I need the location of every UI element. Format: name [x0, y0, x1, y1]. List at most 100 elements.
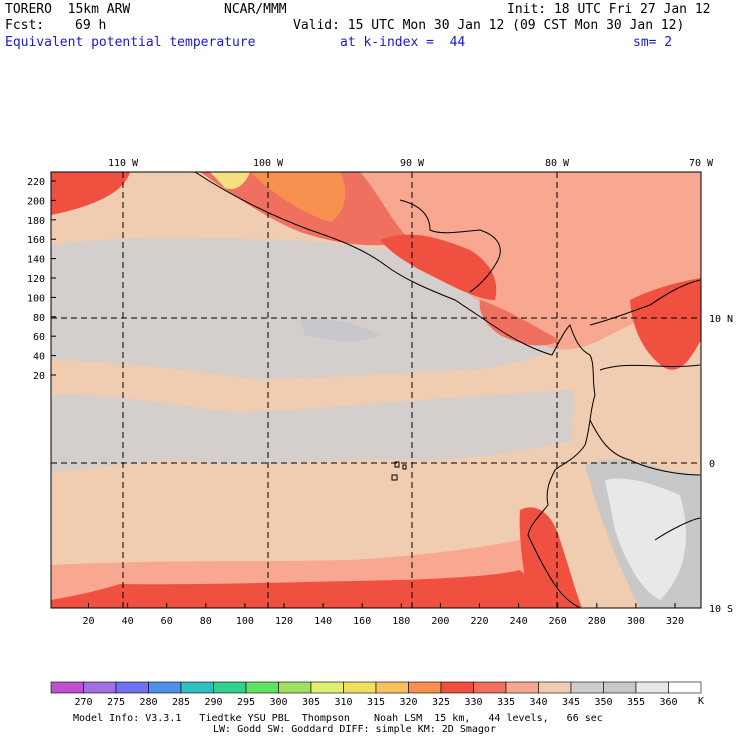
x-tick-label: 80 — [200, 616, 212, 627]
colorbar-swatch — [50, 681, 84, 694]
x-tick-label: 280 — [588, 616, 606, 627]
coastlines — [194, 172, 701, 608]
y-tick-label: 120 — [27, 274, 45, 285]
colorbar-swatch — [343, 681, 377, 694]
colorbar-label: 290 — [204, 697, 222, 708]
colorbar-unit: K — [698, 696, 704, 707]
x-tick-label: 220 — [470, 616, 488, 627]
colorbar-label: 275 — [107, 697, 125, 708]
colorbar-swatch — [473, 681, 507, 694]
x-tick-label: 300 — [627, 616, 645, 627]
colorbar-swatch — [668, 681, 702, 694]
colorbar-swatch — [180, 681, 214, 694]
field-patch-350 — [300, 318, 380, 342]
y-tick-label: 80 — [33, 313, 45, 324]
field-region-335-north — [51, 172, 701, 350]
forecast-hours: 69 h — [75, 18, 107, 33]
init-time: Init: 18 UTC Fri 27 Jan 12 — [507, 2, 711, 17]
model-title: TORERO 15km ARW — [5, 2, 131, 17]
colorbar-label: 355 — [627, 697, 645, 708]
field-region-355-andes — [605, 478, 686, 600]
colorbar-label: 310 — [334, 697, 352, 708]
field-name: Equivalent potential temperature — [5, 35, 256, 50]
organization: NCAR/MMM — [224, 2, 287, 17]
longitude-labels: 110 W 100 W 90 W 80 W 70 W — [108, 158, 714, 169]
colorbar-label: 300 — [269, 697, 287, 708]
temperature-field — [51, 172, 701, 608]
colorbar-swatch — [440, 681, 474, 694]
x-tick-label: 60 — [161, 616, 173, 627]
field-region-330-south — [51, 570, 560, 608]
x-tick-label: 240 — [510, 616, 528, 627]
y-tick-labels: 220 200 180 160 140 120 100 80 60 40 20 — [27, 177, 45, 382]
pacific-coastline — [194, 172, 596, 608]
field-region-330-northwest — [51, 172, 130, 215]
lat-label-0: 0 — [709, 459, 715, 470]
field-band-345-south — [51, 390, 575, 472]
colorbar-label: 295 — [237, 697, 255, 708]
x-tick-labels: 20 40 60 80 100 120 140 160 180 200 220 240 260 280 30… — [82, 616, 684, 627]
lon-label-110w: 110 W — [108, 158, 139, 169]
x-tick-label: 140 — [314, 616, 332, 627]
colorbar-label: 285 — [172, 697, 190, 708]
lon-label-80w: 80 W — [545, 158, 570, 169]
footer-physics-info: LW: Godd SW: Goddard DIFF: simple KM: 2D… — [213, 724, 496, 735]
lon-label-90w: 90 W — [400, 158, 425, 169]
colorbar-swatch — [635, 681, 669, 694]
smoothing: sm= 2 — [633, 35, 673, 50]
colorbar — [50, 681, 702, 694]
y-tick-label: 220 — [27, 177, 45, 188]
field-region-330-panama — [479, 300, 560, 346]
x-tick-label: 20 — [82, 616, 94, 627]
colorbar-label: 330 — [464, 697, 482, 708]
x-tick-label: 200 — [431, 616, 449, 627]
field-region-330-central-america — [380, 234, 497, 300]
x-tick-label: 160 — [353, 616, 371, 627]
lat-label-10s: 10 S — [709, 604, 733, 615]
caribbean-coastline — [589, 279, 701, 326]
colorbar-label: 305 — [302, 697, 320, 708]
field-region-325-mexico — [250, 172, 346, 222]
latitude-labels: 10 N 0 10 S — [709, 314, 733, 615]
x-ticks — [88, 603, 676, 608]
y-tick-label: 200 — [27, 196, 45, 207]
colorbar-swatch — [408, 681, 442, 694]
field-region-330-venezuela — [630, 278, 701, 370]
y-tick-label: 140 — [27, 255, 45, 266]
colorbar-label: 270 — [74, 697, 92, 708]
colorbar-swatch — [310, 681, 344, 694]
colombia-border — [599, 364, 701, 371]
colorbar-swatch — [245, 681, 279, 694]
y-tick-label: 60 — [33, 332, 45, 343]
colorbar-label: 335 — [497, 697, 515, 708]
galapagos-islands — [391, 461, 407, 481]
y-tick-label: 160 — [27, 235, 45, 246]
colorbar-label: 360 — [659, 697, 677, 708]
colorbar-label: 315 — [367, 697, 385, 708]
colorbar-label: 325 — [432, 697, 450, 708]
y-tick-label: 20 — [33, 371, 45, 382]
forecast-label: Fcst: — [5, 18, 45, 33]
y-tick-label: 40 — [33, 352, 45, 363]
yucatan-coastline — [399, 199, 501, 293]
x-tick-label: 180 — [392, 616, 410, 627]
peru-bolivia-border — [654, 517, 701, 541]
colorbar-swatch — [83, 681, 117, 694]
colorbar-swatch — [115, 681, 149, 694]
valid-time: Valid: 15 UTC Mon 30 Jan 12 (09 CST Mon … — [293, 18, 685, 33]
colorbar-labels: 270 275 280 285 290 295 300 305 310 315 320 325 330 3… — [74, 697, 677, 708]
field-region-315-mexico — [210, 172, 250, 190]
colorbar-swatch — [278, 681, 312, 694]
colorbar-swatch — [213, 681, 247, 694]
colorbar-label: 320 — [399, 697, 417, 708]
ecuador-peru-border — [589, 419, 701, 476]
x-tick-label: 120 — [275, 616, 293, 627]
lat-lon-grid — [51, 172, 701, 608]
lon-label-100w: 100 W — [253, 158, 284, 169]
lat-label-10n: 10 N — [709, 314, 733, 325]
footer-model-info: Model Info: V3.3.1 Tiedtke YSU PBL Thomp… — [73, 713, 603, 724]
y-ticks — [51, 180, 56, 376]
map-frame — [50, 171, 702, 609]
colorbar-label: 340 — [529, 697, 547, 708]
